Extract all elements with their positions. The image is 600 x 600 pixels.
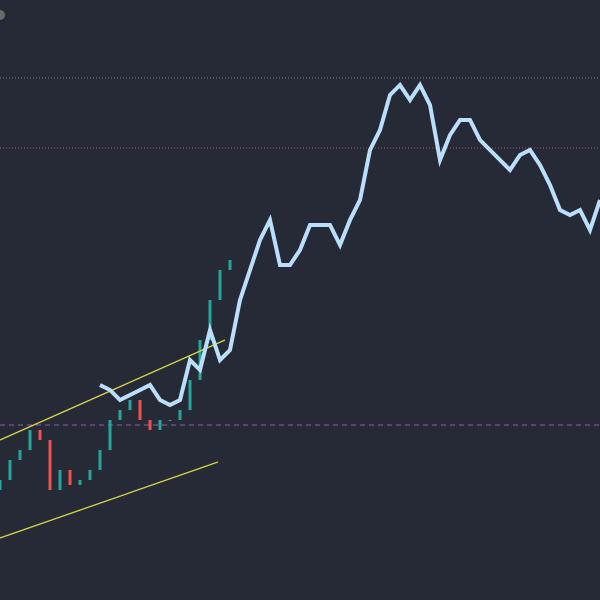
candle-body [208, 300, 212, 340]
candle-body [118, 410, 122, 420]
candle-body [88, 470, 92, 480]
trend-line [0, 461, 219, 539]
candle-body [218, 270, 222, 300]
candle-body [158, 420, 162, 430]
candle-body [178, 410, 182, 420]
candle-body [28, 430, 32, 450]
candle-body [188, 380, 192, 410]
candle-body [18, 450, 22, 460]
candle-body [198, 340, 202, 380]
candle-body [38, 430, 42, 440]
candle-body [58, 470, 62, 490]
candle-body [128, 400, 132, 410]
candle-body [0, 480, 2, 490]
toolbar-button[interactable] [0, 10, 5, 20]
candle-body [8, 460, 12, 480]
price-line [99, 81, 600, 408]
candle-body [168, 420, 172, 421]
candle-body [148, 420, 152, 430]
candle-body [98, 450, 102, 470]
candle-body [48, 440, 52, 490]
candle-body [138, 400, 142, 420]
candle-body [68, 470, 72, 485]
candle-body [228, 260, 232, 270]
candle-body [108, 420, 112, 450]
candle-body [78, 480, 82, 485]
